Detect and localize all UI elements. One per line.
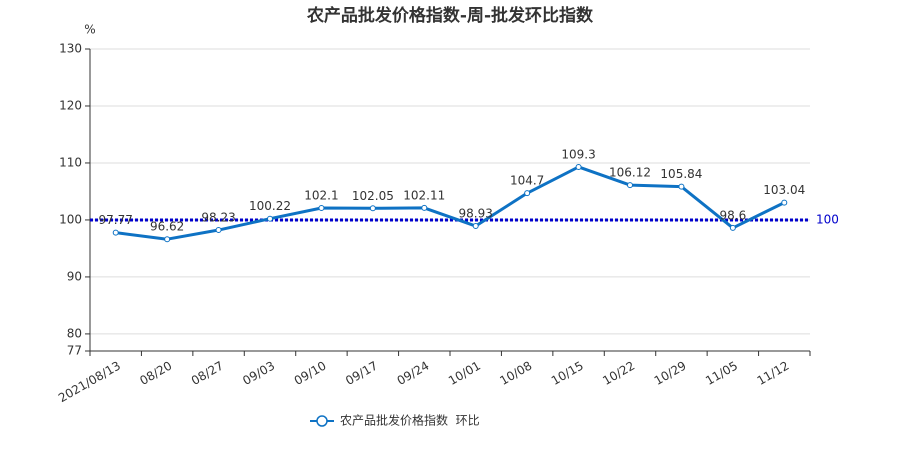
x-tick-label: 11/12 — [755, 359, 792, 388]
point — [729, 224, 736, 231]
point — [575, 163, 582, 170]
value-label: 97.77 — [99, 213, 133, 227]
value-label: 104.7 — [510, 174, 544, 188]
point — [267, 215, 273, 222]
value-label: 100.22 — [249, 199, 291, 213]
point — [369, 205, 376, 212]
point — [215, 227, 222, 234]
point — [678, 183, 685, 190]
point — [627, 182, 633, 189]
x-tick-label: 09/10 — [292, 359, 329, 388]
value-label: 98.6 — [719, 208, 746, 222]
legend-label: 农产品批发价格指数 环比 — [340, 413, 480, 428]
x-tick-label: 08/27 — [189, 359, 226, 388]
value-label: 102.11 — [403, 188, 445, 202]
value-label: 102.05 — [352, 189, 394, 203]
x-tick-label: 11/05 — [703, 359, 740, 388]
legend-marker — [316, 415, 328, 427]
y-tick-label: 120 — [59, 98, 82, 112]
mark-line-label: 100 — [816, 212, 839, 226]
value-label: 103.04 — [763, 183, 805, 197]
series-line — [115, 165, 785, 241]
value-label: 96.62 — [150, 220, 184, 234]
x-tick-label: 09/17 — [343, 359, 380, 388]
point — [421, 204, 428, 211]
value-label: 102.1 — [304, 188, 338, 202]
point — [781, 199, 788, 206]
y-unit: % — [84, 23, 95, 37]
x-tick-label: 10/22 — [600, 359, 637, 388]
point — [318, 204, 325, 211]
x-tick-label: 09/03 — [240, 359, 277, 388]
point — [112, 229, 119, 236]
x-tick-label: 08/20 — [137, 359, 174, 388]
y-tick-label: 80 — [67, 326, 82, 340]
value-label: 98.23 — [201, 211, 235, 225]
y-tick-label: 90 — [67, 269, 82, 283]
point — [164, 236, 171, 243]
x-tick-label: 10/01 — [446, 359, 483, 388]
y-tick-label: 130 — [59, 42, 82, 56]
y-tick-label: 110 — [59, 155, 82, 169]
point — [524, 190, 531, 197]
x-tick-label: 2021/08/13 — [56, 359, 123, 406]
value-label: 105.84 — [660, 167, 702, 181]
chart-title: 农产品批发价格指数-周-批发环比指数 — [306, 5, 594, 26]
x-tick-label: 10/29 — [652, 359, 689, 388]
value-label: 106.12 — [609, 166, 651, 180]
value-label: 109.3 — [561, 147, 595, 161]
x-tick-label: 09/24 — [395, 359, 432, 388]
y-tick-label: 100 — [59, 212, 82, 226]
point — [472, 223, 479, 230]
x-tick-label: 10/15 — [549, 359, 586, 388]
value-label: 98.93 — [459, 207, 493, 221]
y-tick-label: 77 — [67, 344, 82, 358]
x-tick-label: 10/08 — [497, 359, 534, 388]
